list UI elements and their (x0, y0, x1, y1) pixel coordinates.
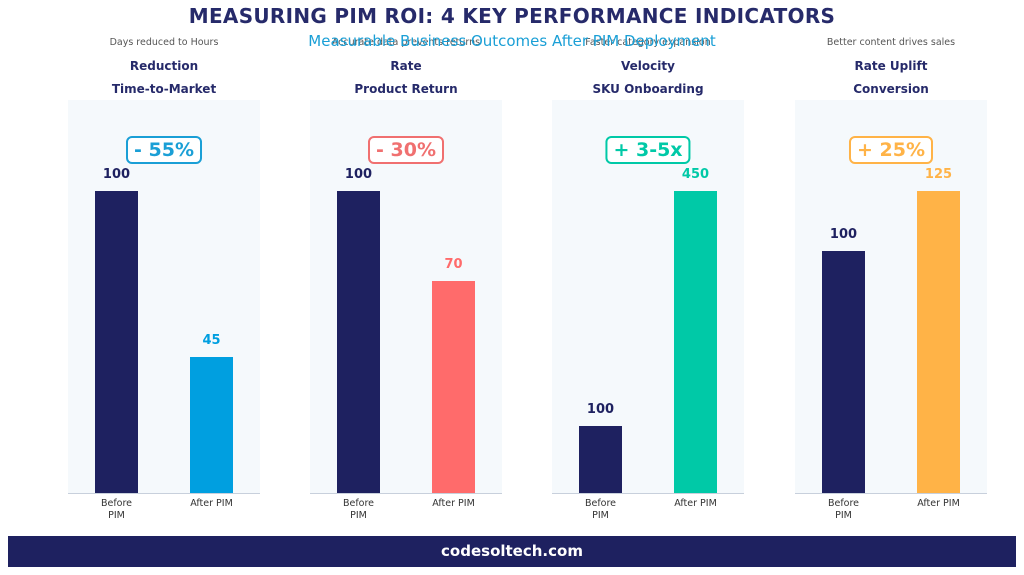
kpi-subtitle: Conversion (853, 82, 929, 96)
x-tick-label: Before PIM (342, 498, 375, 521)
footer: codesoltech.com (8, 536, 1016, 567)
value-label: 45 (202, 332, 221, 348)
bar (432, 281, 475, 493)
kpi-subtitle: Product Return (354, 82, 458, 96)
caption: Days reduced to Hours (109, 37, 219, 48)
x-tick-label: After PIM (674, 498, 717, 509)
value-label: 100 (829, 227, 858, 243)
bar (822, 251, 865, 493)
value-label: 450 (681, 166, 710, 182)
x-tick-label: Before PIM (827, 498, 860, 521)
kpi-title: Rate Uplift (854, 59, 928, 73)
kpi-title: Velocity (621, 59, 675, 73)
kpi-subtitle: SKU Onboarding (592, 82, 704, 96)
badge: + 3-5x (605, 136, 691, 164)
title: MEASURING PIM ROI: 4 KEY PERFORMANCE IND… (188, 4, 836, 28)
bar (674, 190, 717, 493)
value-label: 100 (102, 166, 131, 182)
x-tick-label: Before PIM (100, 498, 133, 521)
value-label: 70 (444, 257, 463, 273)
caption: Accurate data prevents returns (331, 37, 481, 48)
bar (917, 190, 960, 493)
kpi-title: Reduction (129, 59, 199, 73)
x-tick-label: After PIM (917, 498, 960, 509)
x-tick-label: Before PIM (584, 498, 617, 521)
bar (579, 425, 622, 493)
x-tick-label: After PIM (432, 498, 475, 509)
bar (337, 190, 380, 493)
bar (190, 356, 233, 493)
badge: - 55% (126, 136, 202, 164)
badge: - 30% (368, 136, 444, 164)
caption: Faster category expansion (585, 37, 711, 48)
value-label: 100 (344, 166, 373, 182)
caption: Better content drives sales (826, 37, 956, 48)
value-label: 125 (924, 166, 953, 182)
kpi-subtitle: Time-to-Market (111, 82, 217, 96)
subtitle: Measurable Business Outcomes After PIM D… (308, 32, 716, 50)
badge: + 25% (848, 136, 934, 164)
x-tick-label: After PIM (190, 498, 233, 509)
value-label: 100 (586, 401, 615, 417)
kpi-title: Rate (390, 59, 422, 73)
bar (95, 190, 138, 493)
